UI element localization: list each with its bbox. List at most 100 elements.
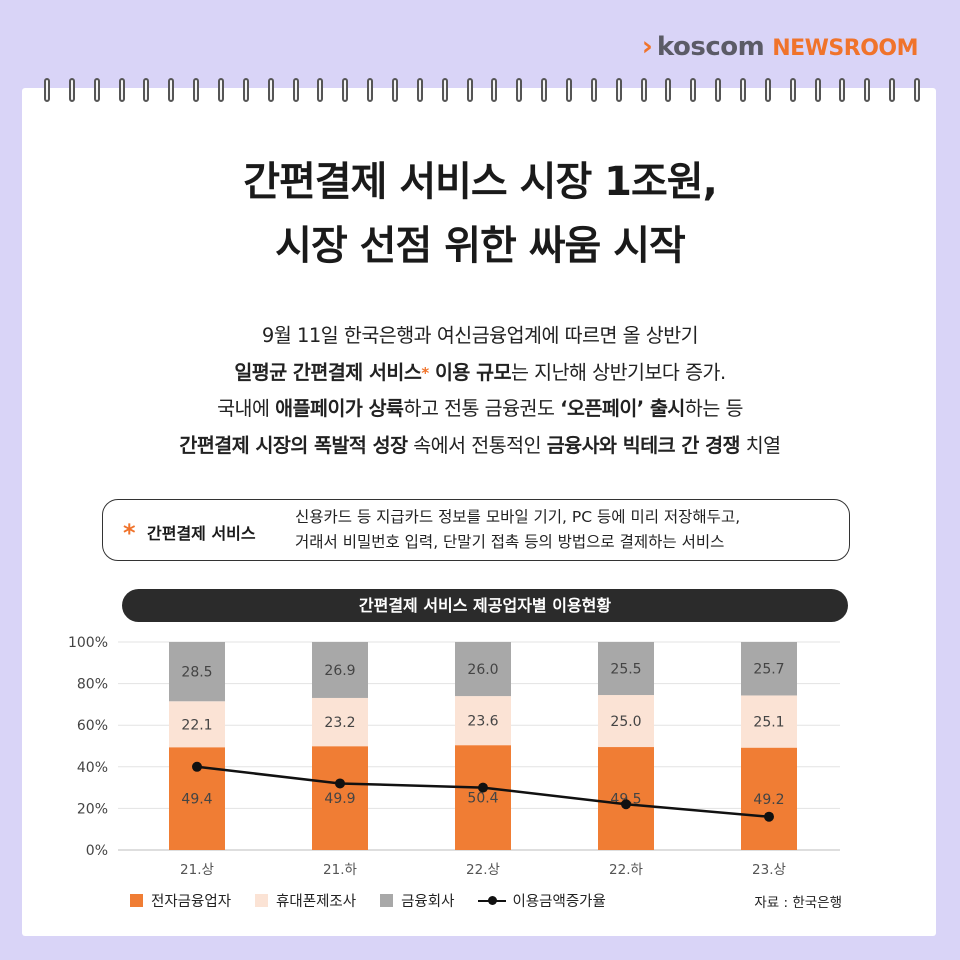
data-label-electronic: 50.4: [467, 791, 498, 807]
binder-ring: [566, 78, 572, 102]
brand-newsroom: NEWSROOM: [772, 36, 918, 61]
lead-bold: 간편결제 시장의 폭발적 성장: [179, 433, 408, 457]
x-tick-label: 21.하: [323, 862, 357, 878]
lead-text: 하는 등: [684, 397, 744, 420]
binder-ring: [44, 78, 50, 102]
binder-ring: [615, 78, 622, 102]
legend-item-electronic: 전자금융업자: [130, 890, 231, 911]
legend-swatch: [380, 894, 394, 907]
binder-rings: [22, 78, 936, 106]
lead-bold: 일평균 간편결제 서비스: [234, 360, 422, 384]
bar-segment-electronic: [741, 747, 797, 850]
binder-ring: [218, 78, 224, 102]
binder-ring: [590, 78, 597, 102]
data-label-electronic: 49.9: [324, 791, 355, 807]
data-label-electronic: 49.2: [753, 792, 784, 808]
binder-ring: [143, 78, 150, 102]
legend-item-growth-rate: 이용금액증가율: [478, 890, 606, 911]
binder-ring: [665, 78, 672, 102]
bar-segment-financial: [455, 642, 511, 697]
asterisk-icon: *: [123, 519, 136, 547]
definition-description: 신용카드 등 지급카드 정보를 모바일 기기, PC 등에 미리 저장해두고, …: [295, 505, 740, 555]
line-marker-icon: [478, 894, 507, 907]
title-line-2: 시장 선점 위한 싸움 시작: [275, 223, 686, 269]
brand-chevron-icon: ›: [641, 31, 653, 62]
y-tick-label: 60%: [77, 718, 108, 734]
binder-ring: [168, 78, 175, 102]
lead-bold: 애플페이가 상륙: [275, 397, 404, 420]
x-tick-label: 21.상: [180, 862, 214, 878]
growth-rate-point: [621, 799, 631, 810]
data-label-mobile: 25.1: [753, 715, 784, 731]
bar-segment-electronic: [598, 747, 654, 850]
lead-line-4: 간편결제 시장의 폭발적 성장 속에서 전통적인 금융사와 빅테크 간 경쟁 치…: [0, 428, 960, 465]
binder-ring: [889, 78, 896, 102]
binder-ring: [839, 78, 846, 102]
binder-ring: [914, 78, 920, 102]
binder-ring: [715, 78, 722, 102]
binder-ring: [541, 78, 548, 102]
legend-label: 금융회사: [401, 894, 455, 910]
binder-ring: [367, 78, 374, 102]
y-tick-label: 0%: [86, 843, 108, 859]
binder-ring: [68, 78, 75, 102]
binder-ring: [764, 78, 771, 102]
binder-ring: [242, 78, 249, 102]
legend-label: 이용금액증가율: [512, 894, 606, 910]
lead-line-2: 일평균 간편결제 서비스* 이용 규모는 지난해 상반기보다 증가.: [0, 355, 960, 392]
binder-ring: [864, 78, 871, 102]
binder-ring: [814, 78, 821, 102]
bar-segment-financial: [169, 642, 225, 702]
asterisk-mark: *: [421, 363, 429, 382]
y-tick-label: 20%: [77, 801, 108, 817]
definition-line-1: 신용카드 등 지급카드 정보를 모바일 기기, PC 등에 미리 저장해두고,: [295, 508, 741, 526]
title-line-1: 간편결제 서비스 시장 1조원,: [243, 159, 718, 205]
bar-segment-mobile: [741, 695, 797, 748]
legend-label: 전자금융업자: [151, 894, 232, 910]
source-note: 자료 : 한국은행: [754, 895, 842, 911]
binder-ring: [193, 78, 200, 102]
brand-name: koscom: [656, 32, 765, 62]
binder-ring: [93, 78, 100, 102]
binder-ring: [392, 78, 398, 102]
lead-bold: ‘오픈페이’ 출시: [560, 397, 685, 420]
data-label-financial: 26.0: [467, 662, 498, 678]
lead-text: 치열: [740, 433, 781, 457]
lead-text: 국내에: [217, 397, 276, 420]
bar-segment-mobile: [598, 695, 654, 748]
binder-ring: [416, 78, 423, 102]
data-label-financial: 25.5: [610, 662, 641, 678]
binder-ring: [317, 78, 324, 102]
binder-ring: [740, 78, 746, 102]
binder-ring: [441, 78, 448, 102]
growth-rate-point: [764, 811, 774, 822]
binder-ring: [491, 78, 498, 102]
binder-ring: [516, 78, 523, 102]
binder-ring: [118, 78, 125, 102]
binder-ring: [267, 78, 274, 102]
lead-text: 하고 전통 금융권도: [403, 397, 561, 420]
binder-ring: [690, 78, 697, 102]
x-tick-label: 23.상: [752, 862, 786, 878]
brand-logo: › koscom NEWSROOM: [641, 31, 919, 62]
data-label-mobile: 23.6: [467, 714, 498, 730]
data-label-mobile: 22.1: [181, 717, 212, 733]
y-tick-label: 100%: [68, 635, 108, 651]
definition-box: * 간편결제 서비스 신용카드 등 지급카드 정보를 모바일 기기, PC 등에…: [102, 499, 850, 561]
data-label-financial: 28.5: [181, 665, 212, 681]
definition-term: 간편결제 서비스: [147, 524, 256, 543]
binder-ring: [466, 78, 473, 102]
lead-line-3: 국내에 애플페이가 상륙하고 전통 금융권도 ‘오픈페이’ 출시하는 등: [0, 391, 960, 428]
lead-text: 속에서 전통적인: [407, 433, 547, 457]
lead-line-1: 9월 11일 한국은행과 여신금융업계에 따르면 올 상반기: [261, 324, 699, 347]
lead-bold: 금융사와 빅테크 간 경쟁: [546, 433, 741, 457]
growth-rate-point: [335, 778, 345, 789]
chart-title: 간편결제 서비스 제공업자별 이용현황: [122, 589, 848, 622]
bar-segment-mobile: [455, 696, 511, 746]
data-label-mobile: 25.0: [610, 714, 641, 730]
data-label-mobile: 23.2: [324, 715, 355, 731]
page-title: 간편결제 서비스 시장 1조원, 시장 선점 위한 싸움 시작: [0, 150, 960, 278]
chart-legend: 전자금융업자 휴대폰제조사 금융회사 이용금액증가율: [130, 890, 630, 911]
legend-item-mobile: 휴대폰제조사: [255, 890, 356, 911]
